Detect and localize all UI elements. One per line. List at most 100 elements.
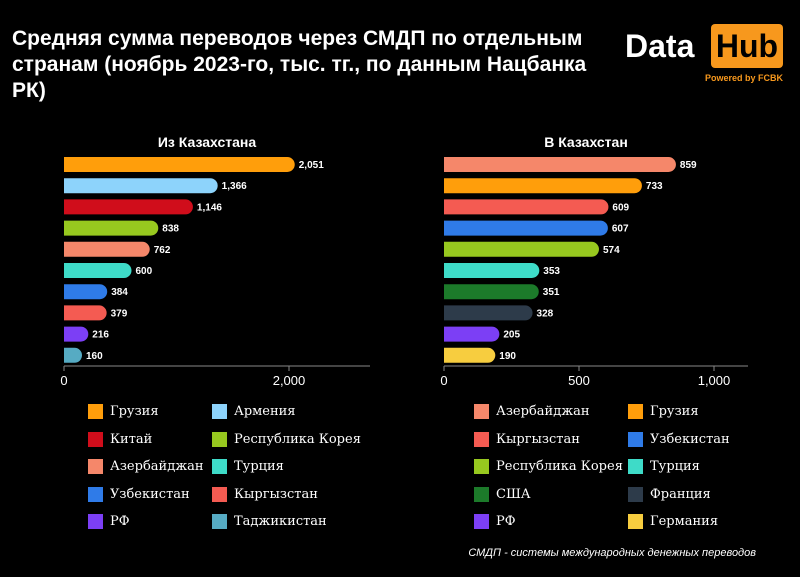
legend-item-1-3: Китай bbox=[88, 431, 153, 447]
legend-item-2-9: РФ bbox=[474, 514, 516, 529]
bar-1-1 bbox=[63, 157, 295, 172]
legend-label: Франция bbox=[650, 486, 711, 502]
legend-item-2-3: Кыргызстан bbox=[474, 431, 580, 447]
data-label-1-5: 762 bbox=[154, 245, 171, 256]
data-label-2-8: 328 bbox=[537, 308, 554, 319]
data-label-1-4: 838 bbox=[162, 224, 179, 235]
data-label-1-6: 600 bbox=[136, 266, 153, 277]
x-tick-label-2: 1,000 bbox=[698, 373, 731, 388]
panel-title-2: В Казахстан bbox=[544, 134, 628, 150]
bar-2-6 bbox=[444, 263, 540, 278]
legend-swatch bbox=[474, 514, 489, 529]
data-label-2-9: 205 bbox=[503, 330, 520, 341]
data-label-1-3: 1,146 bbox=[197, 202, 222, 213]
legend-swatch bbox=[628, 459, 643, 474]
data-label-1-1: 2,051 bbox=[299, 160, 324, 171]
legend-item-2-5: Республика Корея bbox=[474, 459, 623, 474]
legend-label: Грузия bbox=[110, 404, 159, 419]
legend-label: Турция bbox=[650, 459, 700, 474]
data-label-1-7: 384 bbox=[111, 287, 128, 298]
bar-2-8 bbox=[444, 305, 533, 321]
bar-1-5 bbox=[64, 241, 150, 257]
footnote: СМДП - системы международных денежных пе… bbox=[468, 547, 756, 559]
bar-2-1 bbox=[444, 157, 676, 172]
logo-data-text: Data bbox=[625, 28, 695, 64]
x-tick-label-1: 2,000 bbox=[273, 373, 306, 388]
x-tick-label-2: 0 bbox=[440, 373, 447, 388]
legend-label: США bbox=[496, 486, 531, 502]
data-label-1-9: 216 bbox=[92, 330, 109, 341]
legend-swatch bbox=[88, 486, 103, 502]
legend-swatch bbox=[628, 404, 643, 419]
legend-item-1-9: РФ bbox=[88, 514, 130, 529]
legend-label: РФ bbox=[110, 514, 130, 529]
data-label-1-8: 379 bbox=[111, 308, 128, 319]
legend-label: Республика Корея bbox=[234, 431, 361, 447]
legend-swatch bbox=[88, 431, 103, 447]
legend-item-2-2: Грузия bbox=[628, 404, 699, 419]
legend-label: Китай bbox=[110, 431, 153, 447]
bar-2-10 bbox=[444, 347, 496, 363]
legend-swatch bbox=[474, 431, 489, 447]
bar-2-3 bbox=[444, 199, 609, 215]
datahub-logo: Data Hub Powered by FCBK bbox=[625, 24, 787, 88]
data-label-2-6: 353 bbox=[543, 266, 560, 277]
legend-item-1-6: Турция bbox=[212, 459, 284, 474]
x-tick-label-1: 0 bbox=[60, 373, 67, 388]
data-label-2-10: 190 bbox=[499, 351, 516, 362]
legend-swatch bbox=[474, 459, 489, 474]
bar-1-3 bbox=[64, 199, 193, 215]
data-label-2-7: 351 bbox=[543, 287, 560, 298]
data-label-1-10: 160 bbox=[86, 351, 103, 362]
legend-item-1-4: Республика Корея bbox=[212, 431, 361, 447]
bar-2-4 bbox=[444, 220, 608, 236]
bar-2-2 bbox=[444, 178, 642, 194]
legend-label: Турция bbox=[234, 459, 284, 474]
data-label-2-5: 574 bbox=[603, 245, 620, 256]
legend-label: Германия bbox=[650, 514, 719, 529]
bar-2-7 bbox=[444, 284, 539, 300]
legend-label: Республика Корея bbox=[496, 459, 623, 474]
legend-item-2-10: Германия bbox=[628, 514, 718, 529]
bar-1-6 bbox=[64, 263, 132, 278]
bar-1-10 bbox=[64, 347, 82, 363]
legend-label: Таджикистан bbox=[234, 514, 327, 529]
legend-item-2-8: Франция bbox=[628, 486, 711, 502]
legend-swatch bbox=[474, 486, 489, 502]
panel-title-1: Из Казахстана bbox=[158, 134, 256, 150]
data-label-2-4: 607 bbox=[612, 224, 629, 235]
bar-1-2 bbox=[64, 178, 218, 194]
legend-item-1-2: Армения bbox=[212, 404, 296, 419]
legend-item-1-7: Узбекистан bbox=[88, 486, 190, 502]
legend-swatch bbox=[212, 459, 227, 474]
bar-2-9 bbox=[444, 326, 500, 342]
legend-swatch bbox=[628, 431, 643, 447]
legend-swatch bbox=[628, 486, 643, 502]
logo-hub-text: Hub bbox=[711, 24, 783, 68]
bar-1-7 bbox=[63, 284, 108, 300]
legend-item-2-1: Азербайджан bbox=[474, 404, 590, 419]
legend-item-1-1: Грузия bbox=[88, 404, 159, 419]
legend-label: Узбекистан bbox=[110, 486, 190, 502]
legend-swatch bbox=[474, 404, 489, 419]
legend-item-1-10: Таджикистан bbox=[212, 514, 327, 529]
legend-swatch bbox=[88, 514, 103, 529]
legend-label: РФ bbox=[496, 514, 516, 529]
legend-swatch bbox=[88, 404, 103, 419]
legend-swatch bbox=[212, 514, 227, 529]
chart-title: Средняя сумма переводов через СМДП по от… bbox=[12, 27, 587, 102]
bar-1-9 bbox=[64, 326, 89, 342]
legend-item-2-4: Узбекистан bbox=[628, 431, 730, 447]
legend-label: Азербайджан bbox=[110, 459, 204, 474]
x-tick-label-2: 500 bbox=[568, 373, 590, 388]
legend-item-2-7: США bbox=[474, 486, 531, 502]
bar-1-8 bbox=[63, 305, 107, 321]
logo-powered-text: Powered by FCBK bbox=[705, 73, 784, 83]
data-label-2-2: 733 bbox=[646, 181, 663, 192]
data-label-2-1: 859 bbox=[680, 160, 697, 171]
legend-swatch bbox=[212, 431, 227, 447]
legend-item-1-5: Азербайджан bbox=[88, 459, 204, 474]
legend-label: Грузия bbox=[650, 404, 699, 419]
legend-label: Кыргызстан bbox=[496, 431, 580, 447]
